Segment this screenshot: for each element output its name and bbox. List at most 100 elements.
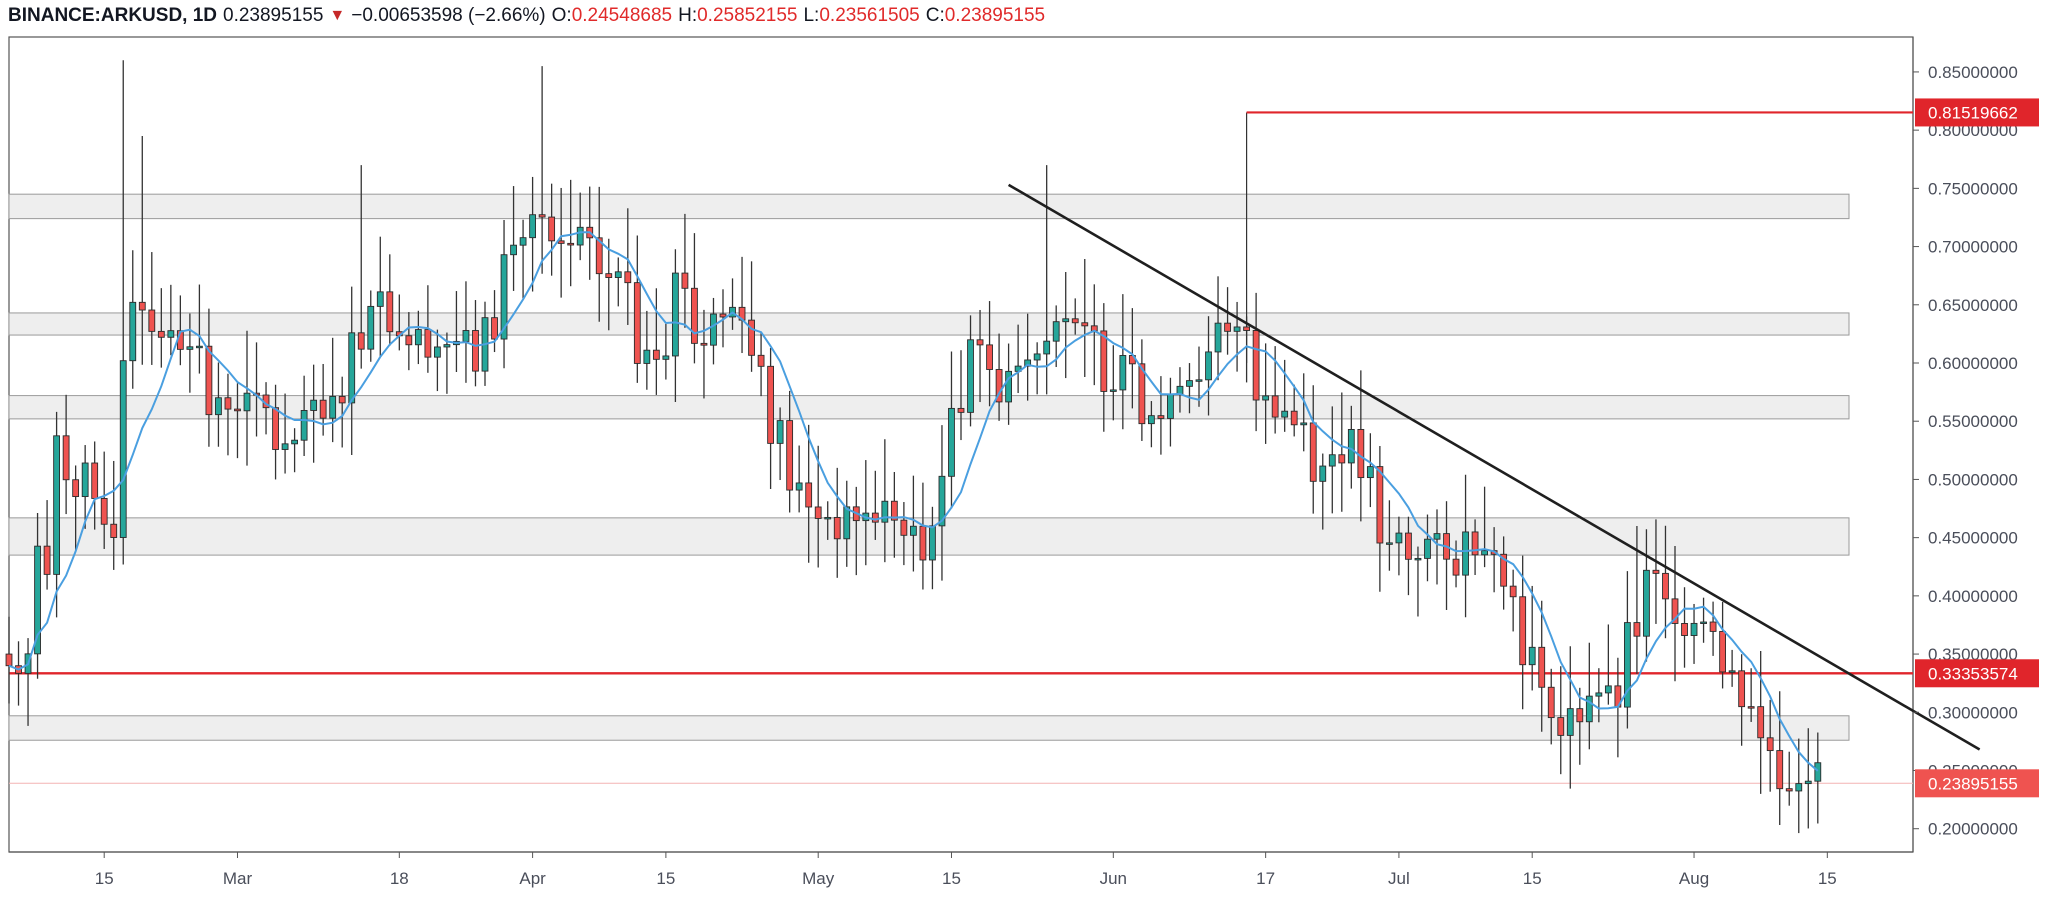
candle-body xyxy=(386,291,394,333)
candle-body xyxy=(1643,569,1650,637)
candle-body xyxy=(605,273,613,278)
candle-body xyxy=(1700,621,1707,624)
price-tag-value: 0.33353574 xyxy=(1928,664,2018,683)
candle-body xyxy=(1300,422,1308,426)
candle-body xyxy=(348,332,356,404)
last-price: 0.23895155 xyxy=(223,5,324,26)
candle-body xyxy=(1424,538,1431,559)
candle-body xyxy=(538,214,546,218)
candle-body xyxy=(776,420,784,444)
candle-body xyxy=(1766,737,1774,752)
candle-body xyxy=(500,254,508,340)
candle-136 xyxy=(1300,373,1308,452)
candle-70 xyxy=(671,249,679,403)
candle-25 xyxy=(243,330,251,466)
price-tick-label: 0.85000000 xyxy=(1928,63,2018,82)
candle-body xyxy=(186,346,194,350)
price-axis[interactable]: 0.850000000.800000000.750000000.70000000… xyxy=(1913,63,2018,839)
candle-body xyxy=(1709,621,1717,632)
candle-body xyxy=(681,272,689,289)
candle-150 xyxy=(1433,509,1441,585)
time-axis[interactable]: 15 Mar 18 Apr 15 May 15 Jun 17 Jul 15 Aug 15 xyxy=(95,852,1837,888)
price-tick-label: 0.30000000 xyxy=(1928,703,2018,722)
candle-body xyxy=(1262,395,1270,401)
candle-body xyxy=(700,342,708,346)
candle-body xyxy=(1147,415,1155,425)
candle-22 xyxy=(215,362,222,447)
candle-173 xyxy=(1652,519,1660,624)
candle-body xyxy=(34,545,41,655)
candle-174 xyxy=(1662,525,1669,639)
candle-body xyxy=(929,525,936,561)
candle-body xyxy=(1757,706,1765,739)
candle-180 xyxy=(1719,601,1727,689)
candle-141 xyxy=(1347,405,1355,489)
candle-102 xyxy=(976,309,984,403)
candle-body xyxy=(795,482,803,491)
close-value: 0.23895155 xyxy=(944,5,1046,26)
candle-143 xyxy=(1366,433,1374,508)
candle-88 xyxy=(843,480,851,567)
candle-body xyxy=(1471,531,1479,556)
candle-body xyxy=(491,317,498,340)
candle-body xyxy=(472,330,479,372)
candle-body xyxy=(890,500,898,521)
candle-85 xyxy=(814,445,822,568)
time-tick-label: Apr xyxy=(519,869,546,888)
candle-73 xyxy=(700,309,708,399)
candle-65 xyxy=(624,208,632,325)
candle-64 xyxy=(614,257,622,307)
down-arrow-icon: ▼ xyxy=(329,7,346,24)
candle-188 xyxy=(1795,738,1803,834)
candle-10 xyxy=(100,451,108,549)
candle-130 xyxy=(1243,316,1251,383)
time-tick-label: 15 xyxy=(942,869,961,888)
candle-91 xyxy=(871,470,879,540)
candle-body xyxy=(100,497,108,525)
price-tick-label: 0.60000000 xyxy=(1928,354,2018,373)
symbol-label[interactable]: BINANCE:ARKUSD, 1D xyxy=(8,5,218,26)
candle-86 xyxy=(824,501,832,540)
candle-158 xyxy=(1509,569,1517,632)
candle-75 xyxy=(719,289,727,348)
candle-183 xyxy=(1747,668,1755,722)
candle-79 xyxy=(757,331,765,397)
candle-177 xyxy=(1690,603,1698,664)
candle-body xyxy=(1005,370,1013,403)
candle-body xyxy=(1347,429,1355,464)
candle-57 xyxy=(548,183,556,276)
candle-body xyxy=(1100,330,1108,392)
price-tag-value: 0.81519662 xyxy=(1928,103,2018,122)
candle-body xyxy=(5,653,13,667)
candle-body xyxy=(881,500,889,523)
candle-body xyxy=(1804,780,1812,785)
candle-95 xyxy=(909,475,917,572)
close-label: C: xyxy=(925,5,945,26)
time-tick-label: 15 xyxy=(656,869,675,888)
descending-trendline[interactable] xyxy=(1007,183,1981,751)
candle-187 xyxy=(1785,751,1793,806)
candle-92 xyxy=(881,439,889,563)
candle-body xyxy=(319,399,327,419)
candle-body xyxy=(1576,708,1584,723)
candle-184 xyxy=(1757,650,1765,794)
candle-body xyxy=(329,395,337,419)
candle-body xyxy=(662,355,670,360)
candle-157 xyxy=(1500,536,1508,610)
candle-body xyxy=(814,506,822,519)
candle-80 xyxy=(767,348,775,489)
zone-3 xyxy=(8,517,1850,556)
price-tag-bg xyxy=(1915,659,2039,688)
candle-body xyxy=(833,516,841,540)
candle-168 xyxy=(1604,624,1612,705)
candle-body xyxy=(243,392,251,412)
candle-52 xyxy=(500,220,508,369)
open-label: O: xyxy=(551,5,572,26)
candle-30 xyxy=(291,428,299,473)
candle-34 xyxy=(329,337,337,443)
candle-body xyxy=(1633,622,1641,637)
candle-108 xyxy=(1033,342,1041,395)
candle-body xyxy=(272,407,279,450)
candle-body xyxy=(1224,322,1231,332)
